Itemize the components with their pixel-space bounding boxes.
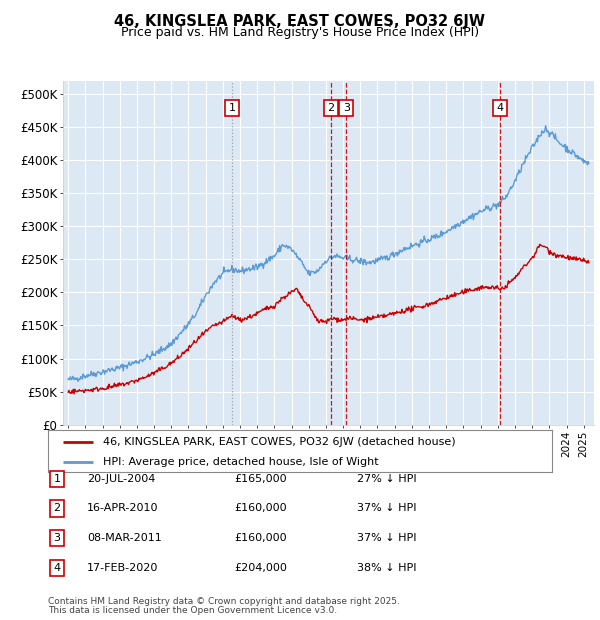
Text: Price paid vs. HM Land Registry's House Price Index (HPI): Price paid vs. HM Land Registry's House … bbox=[121, 26, 479, 39]
Text: HPI: Average price, detached house, Isle of Wight: HPI: Average price, detached house, Isle… bbox=[103, 457, 379, 467]
Text: £165,000: £165,000 bbox=[234, 474, 287, 484]
Text: 3: 3 bbox=[343, 103, 350, 113]
Text: 46, KINGSLEA PARK, EAST COWES, PO32 6JW: 46, KINGSLEA PARK, EAST COWES, PO32 6JW bbox=[115, 14, 485, 29]
Text: 27% ↓ HPI: 27% ↓ HPI bbox=[357, 474, 416, 484]
Text: £160,000: £160,000 bbox=[234, 533, 287, 543]
Text: 2: 2 bbox=[328, 103, 334, 113]
Text: 2: 2 bbox=[53, 503, 61, 513]
Text: 38% ↓ HPI: 38% ↓ HPI bbox=[357, 563, 416, 573]
Text: £204,000: £204,000 bbox=[234, 563, 287, 573]
Text: 4: 4 bbox=[496, 103, 503, 113]
Text: Contains HM Land Registry data © Crown copyright and database right 2025.: Contains HM Land Registry data © Crown c… bbox=[48, 597, 400, 606]
Text: 3: 3 bbox=[53, 533, 61, 543]
Text: 16-APR-2010: 16-APR-2010 bbox=[87, 503, 158, 513]
Text: 46, KINGSLEA PARK, EAST COWES, PO32 6JW (detached house): 46, KINGSLEA PARK, EAST COWES, PO32 6JW … bbox=[103, 437, 456, 447]
Text: 08-MAR-2011: 08-MAR-2011 bbox=[87, 533, 162, 543]
Text: 37% ↓ HPI: 37% ↓ HPI bbox=[357, 503, 416, 513]
Text: 1: 1 bbox=[229, 103, 236, 113]
Text: 37% ↓ HPI: 37% ↓ HPI bbox=[357, 533, 416, 543]
Text: 4: 4 bbox=[53, 563, 61, 573]
Text: £160,000: £160,000 bbox=[234, 503, 287, 513]
Text: 20-JUL-2004: 20-JUL-2004 bbox=[87, 474, 155, 484]
Text: 17-FEB-2020: 17-FEB-2020 bbox=[87, 563, 158, 573]
Text: This data is licensed under the Open Government Licence v3.0.: This data is licensed under the Open Gov… bbox=[48, 606, 337, 615]
Text: 1: 1 bbox=[53, 474, 61, 484]
